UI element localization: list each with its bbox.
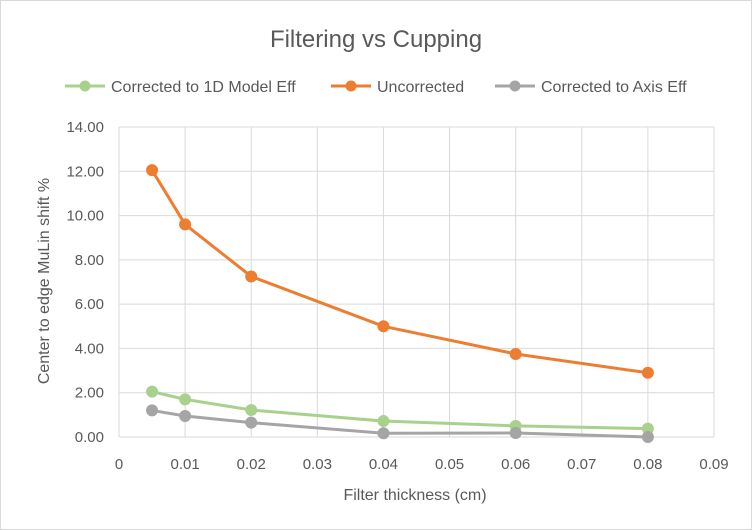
series-line [150, 169, 649, 375]
series-0 [146, 385, 654, 435]
x-tick-label: 0.02 [237, 456, 266, 473]
data-point [146, 404, 159, 417]
data-point [146, 385, 159, 398]
legend-item-2: Corrected to Axis Eff [495, 79, 687, 96]
y-tick-label: 14.00 [66, 119, 104, 136]
data-point [641, 431, 654, 443]
legend-label: Corrected to Axis Eff [541, 79, 687, 96]
legend-label: Corrected to 1D Model Eff [111, 79, 296, 96]
legend-item-1: Uncorrected [331, 79, 464, 96]
series-line [151, 408, 648, 439]
data-point [179, 409, 192, 422]
x-tick-label: 0.07 [567, 456, 596, 473]
y-axis-ticks: 0.00 2.00 4.00 6.00 8.00 10.00 12.00 14.00 [66, 119, 104, 446]
y-tick-label: 0.00 [75, 429, 104, 446]
gridlines [118, 126, 715, 438]
data-point [641, 366, 654, 379]
x-tick-label: 0.03 [303, 456, 332, 473]
x-tick-label: 0.04 [369, 456, 398, 473]
x-tick-label: 0 [115, 456, 123, 473]
data-point [179, 218, 192, 231]
series-2 [146, 404, 654, 443]
x-axis-ticks: 0 0.01 0.02 0.03 0.04 0.05 0.06 0.07 0.08 0.09 [115, 456, 729, 473]
x-axis-label: Filter thickness (cm) [343, 487, 486, 504]
data-point [245, 416, 258, 429]
y-tick-label: 10.00 [66, 208, 104, 225]
legend-marker [345, 80, 357, 92]
y-tick-label: 4.00 [75, 340, 104, 357]
series-line [151, 390, 648, 431]
legend-marker [509, 80, 521, 92]
x-tick-label: 0.06 [501, 456, 530, 473]
data-point [377, 320, 390, 333]
series-group [146, 164, 654, 443]
legend-item-0: Corrected to 1D Model Eff [65, 79, 296, 96]
data-point [509, 427, 522, 440]
legend-marker [79, 80, 91, 92]
data-point [509, 347, 522, 360]
data-point [245, 270, 258, 283]
data-point [245, 403, 258, 416]
chart-title: Filtering vs Cupping [270, 26, 482, 53]
x-tick-label: 0.09 [699, 456, 728, 473]
x-tick-label: 0.01 [171, 456, 200, 473]
y-tick-label: 8.00 [75, 252, 104, 269]
x-tick-label: 0.08 [633, 456, 662, 473]
series-1 [146, 164, 654, 379]
y-axis-label: Center to edge MuLin shift % [36, 178, 53, 384]
data-point [146, 164, 159, 177]
data-point [377, 415, 390, 428]
y-tick-label: 2.00 [75, 385, 104, 402]
data-point [179, 393, 192, 406]
x-tick-label: 0.05 [435, 456, 464, 473]
legend-label: Uncorrected [377, 79, 464, 96]
y-tick-label: 12.00 [66, 163, 104, 180]
y-tick-label: 6.00 [75, 296, 104, 313]
data-point [377, 427, 390, 440]
legend: Corrected to 1D Model Eff Uncorrected Corr… [65, 79, 687, 96]
